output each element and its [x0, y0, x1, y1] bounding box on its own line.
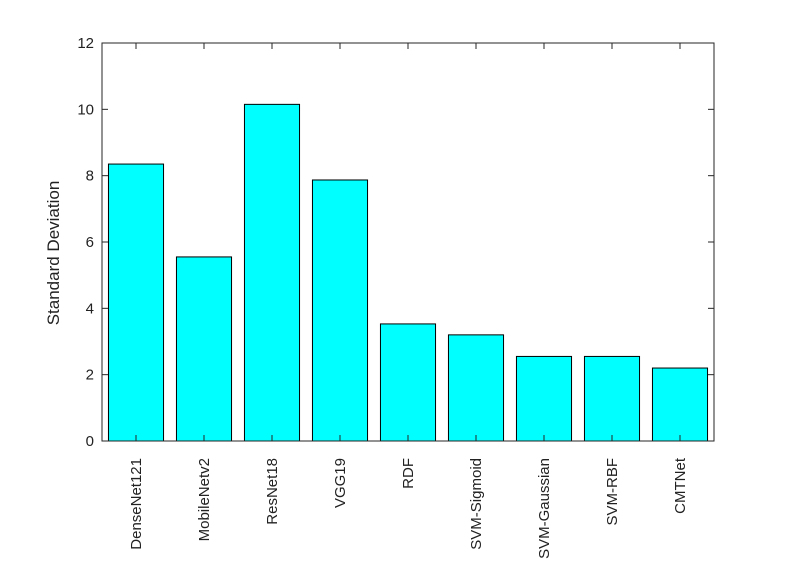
- bar-svm-gaussian: [515, 355, 573, 442]
- bar-densenet121: [107, 163, 165, 442]
- bar-resnet18: [243, 103, 301, 442]
- y-tick-label: 0: [86, 433, 94, 450]
- x-tick-label: CMTNet: [672, 457, 689, 514]
- y-axis-title: Standard Deviation: [44, 181, 63, 326]
- x-tick-label: SVM-RBF: [604, 458, 621, 526]
- bars-group: [107, 103, 709, 442]
- y-tick-label: 2: [86, 367, 94, 384]
- x-ticks-group: DenseNet121 MobileNetv2 ResNet18 VGG19 RDF SV…: [128, 43, 689, 559]
- y-tick-label: 8: [86, 168, 94, 185]
- y-tick-label: 6: [86, 234, 94, 251]
- bar-rdf: [379, 323, 437, 442]
- x-tick-label: RDF: [400, 458, 417, 489]
- x-tick-label: MobileNetv2: [196, 458, 213, 541]
- bar-vgg19: [311, 179, 369, 442]
- y-tick-label: 12: [77, 35, 94, 52]
- bar-svm-sigmoid: [447, 334, 505, 442]
- bar-mobilenetv2: [175, 256, 233, 442]
- y-tick-label: 10: [77, 101, 94, 118]
- bar-svm-rbf: [583, 355, 641, 442]
- y-tick-label: 4: [86, 300, 94, 317]
- x-tick-label: DenseNet121: [128, 458, 145, 550]
- x-tick-label: SVM-Sigmoid: [468, 458, 485, 550]
- y-ticks-group: 0 2 4 6 8 10 12: [77, 35, 714, 450]
- bar-cmtnet: [651, 367, 709, 442]
- x-tick-label: ResNet18: [264, 458, 281, 525]
- x-tick-label: SVM-Gaussian: [536, 458, 553, 559]
- x-tick-label: VGG19: [332, 458, 349, 508]
